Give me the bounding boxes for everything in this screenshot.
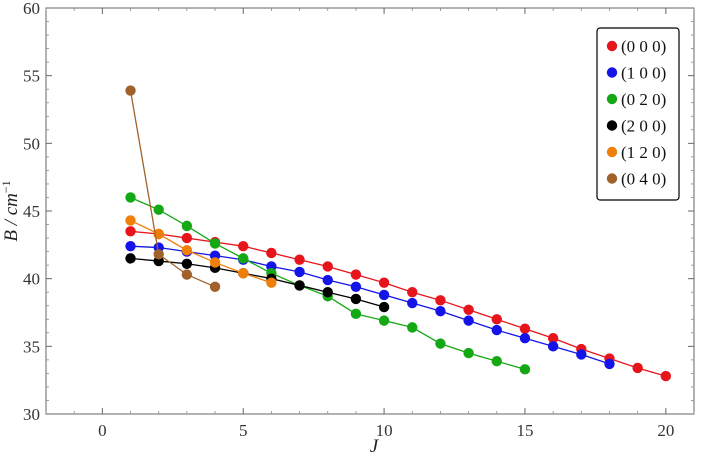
data-point [378, 315, 390, 326]
data-point [350, 269, 362, 280]
x-tick-label: 10 [376, 421, 393, 440]
data-point [519, 333, 531, 344]
data-point [209, 238, 221, 249]
y-tick-label: 60 [23, 0, 40, 18]
series-line [130, 219, 272, 284]
series-0 [125, 226, 672, 382]
data-point [322, 261, 333, 272]
data-point [350, 308, 362, 320]
data-point [238, 253, 249, 264]
data-point [519, 364, 531, 375]
data-point [181, 269, 193, 280]
data-point [407, 322, 418, 333]
y-axis-title-main: B / cm [1, 193, 22, 242]
data-point [547, 341, 559, 352]
x-tick-label: 0 [98, 421, 107, 440]
y-tick-label: 45 [23, 202, 40, 221]
data-point [491, 356, 502, 367]
data-point [491, 314, 502, 325]
legend-marker [606, 93, 618, 105]
data-point [181, 258, 193, 269]
y-tick-label: 40 [23, 270, 40, 289]
y-axis-title: B / cm−1 [0, 180, 22, 241]
legend-label: (0 4 0) [621, 170, 666, 189]
legend-label: (1 0 0) [621, 64, 666, 83]
data-point [407, 297, 418, 309]
data-point [604, 358, 615, 370]
legend: (0 0 0) (1 0 0) (0 2 0) (2 0 0) (1 2 0) (0 4 … [596, 27, 680, 201]
series-line [130, 257, 385, 308]
series-3 [125, 253, 390, 313]
data-point [350, 281, 362, 292]
data-point [153, 204, 164, 215]
data-point [125, 240, 136, 252]
series-4 [125, 215, 277, 288]
x-tick-label: 20 [657, 421, 674, 440]
data-point [350, 293, 362, 305]
legend-marker [606, 173, 618, 184]
legend-label: (0 0 0) [621, 37, 666, 56]
x-tick-label: 15 [516, 421, 533, 440]
x-axis-title: J [370, 436, 380, 457]
axes-layer: 0 5 10 15 20 30 35 40 45 50 55 60 [23, 0, 695, 440]
data-point [181, 232, 193, 244]
data-point [378, 277, 390, 288]
data-point [378, 301, 390, 313]
data-point [519, 323, 531, 334]
legend-marker [606, 67, 618, 78]
data-point [632, 362, 643, 374]
y-tick-label: 35 [23, 337, 40, 356]
data-point [266, 277, 277, 288]
data-point [378, 289, 390, 301]
data-point [294, 280, 305, 291]
data-point [435, 305, 446, 317]
data-point [209, 281, 221, 292]
series-layer [125, 85, 672, 382]
data-point [181, 245, 193, 256]
data-point [491, 324, 502, 336]
legend-marker [606, 40, 618, 52]
data-point [463, 304, 474, 315]
data-point [125, 226, 136, 237]
legend-marker [606, 146, 618, 158]
legend-label: (0 2 0) [621, 90, 666, 109]
data-point [125, 215, 136, 226]
data-point [125, 85, 136, 96]
series-line [129, 90, 216, 288]
data-point [463, 347, 474, 359]
series-1 [125, 240, 615, 370]
data-point [463, 315, 474, 326]
data-point [125, 192, 136, 203]
data-point [407, 287, 418, 298]
data-point [153, 249, 164, 260]
legend-label: (2 0 0) [621, 117, 666, 136]
y-tick-label: 30 [23, 405, 40, 424]
data-point [294, 266, 305, 278]
y-tick-label: 50 [23, 134, 40, 153]
data-point [435, 338, 446, 349]
data-point [238, 268, 249, 279]
y-axis-title-superscript: −1 [0, 180, 13, 193]
legend-label: (1 2 0) [621, 143, 666, 162]
data-point [209, 257, 221, 268]
data-point [294, 254, 305, 265]
data-point [322, 287, 333, 298]
data-point [238, 240, 249, 252]
data-point [266, 247, 277, 259]
series-5 [125, 85, 221, 292]
series-line [130, 245, 610, 365]
data-point [435, 295, 446, 306]
data-point [322, 274, 333, 286]
data-point [576, 349, 587, 360]
data-point [547, 333, 559, 344]
data-point [125, 253, 136, 264]
data-point [181, 220, 193, 232]
data-point [660, 370, 672, 382]
legend-box [596, 27, 680, 201]
legend-marker [606, 120, 618, 131]
x-tick-label: 5 [239, 421, 248, 440]
y-tick-label: 55 [23, 67, 40, 86]
